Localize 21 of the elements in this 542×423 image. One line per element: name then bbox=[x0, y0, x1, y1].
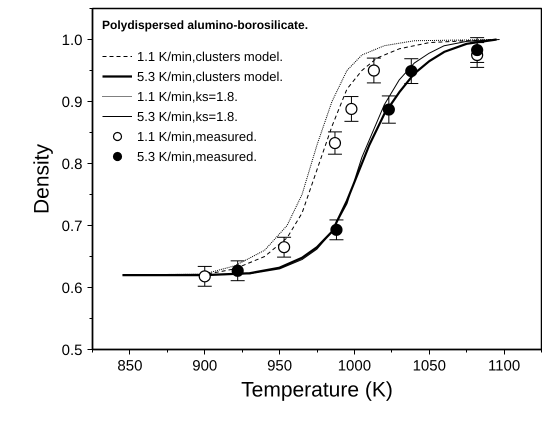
x-tick-label: 1000 bbox=[338, 358, 372, 374]
y-tick-label: 0.6 bbox=[62, 280, 83, 297]
legend-label: 1.1 K/min,clusters model. bbox=[137, 48, 283, 64]
x-tick-label: 1100 bbox=[488, 358, 520, 374]
legend-title: Polydispersed alumino-borosilicate. bbox=[102, 18, 308, 32]
x-axis-title: Temperature (K) bbox=[241, 378, 393, 402]
legend-label: 1.1 K/min,ks=1.8. bbox=[137, 88, 238, 104]
y-tick-label: 1.0 bbox=[62, 32, 83, 49]
legend-label: 1.1 K/min,measured. bbox=[137, 128, 257, 144]
x-tick-label: 1050 bbox=[412, 358, 446, 374]
y-tick-label: 0.5 bbox=[62, 342, 83, 359]
y-tick-label: 0.9 bbox=[62, 94, 83, 111]
y-axis-title: Density bbox=[30, 143, 54, 214]
legend-label: 5.3 K/min,ks=1.8. bbox=[137, 108, 238, 124]
x-tick-label: 950 bbox=[267, 358, 292, 374]
legend-label: 5.3 K/min,clusters model. bbox=[137, 68, 283, 84]
y-tick-label: 0.8 bbox=[62, 156, 83, 173]
x-tick-label: 850 bbox=[117, 358, 142, 374]
legend-label: 5.3 K/min,measured. bbox=[137, 148, 257, 164]
y-tick-label: 0.7 bbox=[62, 218, 83, 235]
x-tick-label: 900 bbox=[192, 358, 218, 374]
